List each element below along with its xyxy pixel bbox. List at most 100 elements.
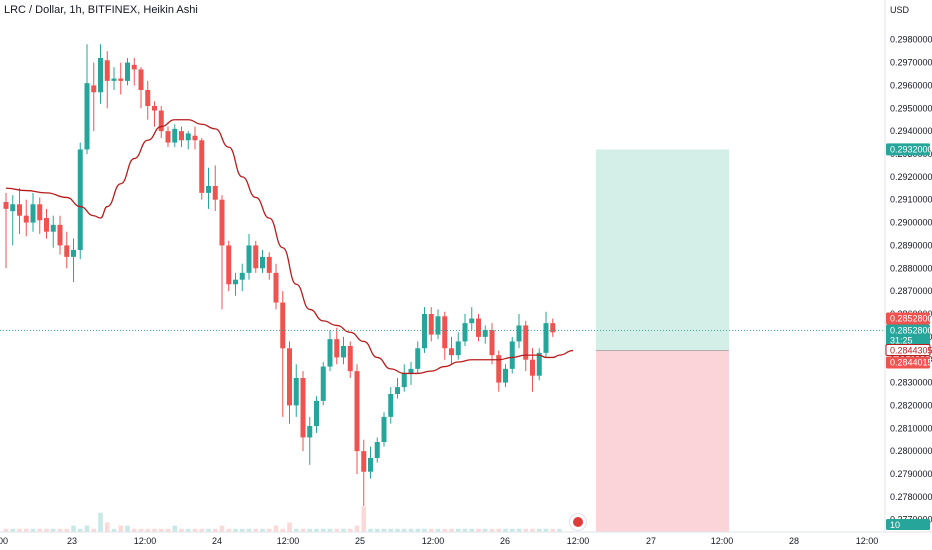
candle[interactable]	[71, 238, 76, 282]
candle[interactable]	[314, 396, 319, 433]
candle-body	[172, 128, 178, 143]
candle[interactable]	[489, 323, 495, 365]
candle[interactable]	[185, 131, 191, 150]
candle-body	[354, 371, 360, 452]
candle[interactable]	[192, 126, 198, 150]
candle[interactable]	[496, 350, 502, 392]
candle[interactable]	[98, 44, 103, 104]
candle[interactable]	[462, 314, 468, 346]
candle[interactable]	[334, 327, 340, 365]
candle[interactable]	[415, 341, 421, 374]
candle[interactable]	[206, 167, 211, 209]
volume-bar	[293, 528, 299, 532]
candle-body	[260, 256, 265, 269]
candle[interactable]	[57, 215, 63, 255]
candle[interactable]	[17, 188, 22, 234]
candle[interactable]	[165, 126, 171, 148]
candle[interactable]	[320, 362, 326, 406]
candle[interactable]	[219, 195, 225, 310]
candle[interactable]	[293, 364, 299, 417]
candle[interactable]	[435, 309, 441, 340]
candle[interactable]	[131, 58, 137, 86]
candle[interactable]	[536, 348, 542, 381]
candle[interactable]	[381, 412, 387, 447]
candle[interactable]	[253, 240, 259, 273]
candle[interactable]	[327, 330, 333, 372]
candle[interactable]	[401, 364, 407, 392]
candle[interactable]	[442, 311, 448, 360]
candle[interactable]	[428, 307, 434, 342]
candle[interactable]	[64, 231, 70, 269]
candle[interactable]	[233, 272, 238, 296]
candle[interactable]	[455, 332, 461, 360]
candle[interactable]	[91, 62, 97, 132]
profit-zone[interactable]	[596, 149, 729, 351]
candle[interactable]	[266, 252, 272, 280]
position-zones[interactable]	[596, 149, 729, 532]
candle[interactable]	[199, 138, 205, 200]
candle[interactable]	[509, 336, 515, 374]
candle[interactable]	[152, 101, 157, 127]
candle[interactable]	[449, 336, 454, 365]
tradingview-logo-icon[interactable]	[569, 513, 587, 531]
candle[interactable]	[347, 341, 353, 378]
candle[interactable]	[476, 314, 481, 342]
candle[interactable]	[172, 124, 178, 148]
candle[interactable]	[44, 208, 49, 239]
candle[interactable]	[395, 378, 400, 399]
candle[interactable]	[3, 192, 9, 269]
candle[interactable]	[84, 44, 90, 154]
candle[interactable]	[543, 311, 549, 358]
candle[interactable]	[361, 439, 367, 506]
candle[interactable]	[550, 318, 556, 337]
candle[interactable]	[482, 325, 488, 344]
candle[interactable]	[246, 234, 252, 280]
candle[interactable]	[368, 446, 373, 479]
candle[interactable]	[354, 364, 360, 474]
candle[interactable]	[104, 51, 110, 109]
entry-price-badge: 0.28440159	[886, 356, 932, 369]
candle[interactable]	[50, 215, 56, 248]
candle[interactable]	[307, 416, 313, 465]
volume-bar	[10, 528, 16, 532]
candle[interactable]	[287, 341, 292, 424]
candle[interactable]	[341, 336, 346, 365]
candle-body	[314, 400, 319, 426]
candle[interactable]	[30, 192, 36, 232]
candle[interactable]	[280, 291, 286, 417]
candle[interactable]	[138, 67, 144, 109]
candle-body	[361, 451, 367, 472]
candle[interactable]	[77, 142, 83, 260]
candle[interactable]	[503, 364, 508, 388]
candle[interactable]	[388, 387, 394, 424]
candle[interactable]	[145, 80, 151, 120]
volume-bar	[530, 528, 535, 532]
candle[interactable]	[111, 67, 117, 90]
candle[interactable]	[260, 250, 265, 273]
candle[interactable]	[23, 199, 29, 237]
candle[interactable]	[158, 106, 164, 138]
candle[interactable]	[374, 437, 380, 463]
candle[interactable]	[212, 165, 218, 212]
candle[interactable]	[422, 307, 427, 353]
candle[interactable]	[516, 314, 522, 349]
candles[interactable]	[3, 44, 556, 506]
candle[interactable]	[179, 126, 184, 148]
volume-badge-bg	[886, 519, 930, 530]
candle[interactable]	[273, 263, 279, 310]
candle[interactable]	[469, 307, 475, 330]
candle[interactable]	[37, 197, 43, 234]
candle[interactable]	[300, 371, 306, 452]
candle[interactable]	[10, 195, 16, 246]
time-axis[interactable]: 00 23 12:00 24 12:00 25 12:00 26 12:00 27 12:00 28 1…	[0, 531, 932, 546]
candle[interactable]	[523, 320, 529, 372]
candle-body	[266, 256, 272, 273]
candle[interactable]	[226, 240, 232, 292]
volume-bar	[543, 528, 549, 532]
candle[interactable]	[118, 62, 124, 95]
candle[interactable]	[125, 58, 130, 86]
candle[interactable]	[239, 263, 245, 292]
loss-zone[interactable]	[596, 350, 729, 532]
